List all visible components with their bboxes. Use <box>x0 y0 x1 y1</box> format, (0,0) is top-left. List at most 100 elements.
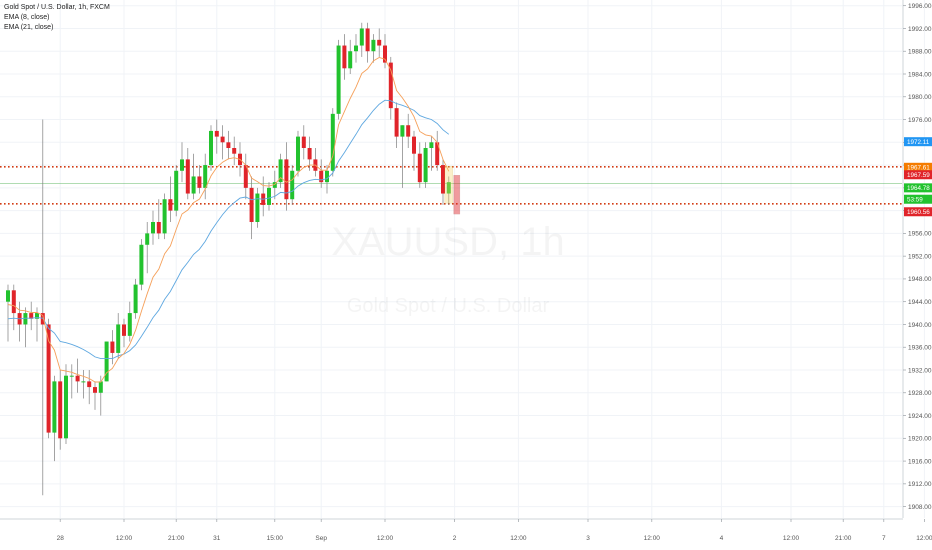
candle <box>191 153 196 200</box>
candle-body <box>220 136 225 143</box>
candle-body <box>446 182 451 194</box>
candle <box>11 284 16 331</box>
candle-body <box>6 290 10 302</box>
last-bar-highlight <box>444 165 454 204</box>
price-tag-label: 1972.11 <box>907 139 930 146</box>
x-tick-label: 12:00 <box>916 535 932 542</box>
candle <box>226 130 231 160</box>
y-tick-label: 1952.00 <box>908 253 932 260</box>
candle <box>93 381 97 410</box>
candle-body <box>301 136 306 148</box>
price-tag-box <box>904 207 932 217</box>
price-tag-box <box>904 170 932 180</box>
candle <box>272 170 277 200</box>
candle-body <box>371 39 376 52</box>
candle <box>145 222 150 274</box>
candle-body <box>441 165 445 194</box>
horizontal-levels[interactable] <box>0 165 902 205</box>
candle-body <box>232 148 237 154</box>
candle-body <box>296 136 300 171</box>
candle-body <box>29 313 34 319</box>
chart-legend: Gold Spot / U.S. Dollar, 1h, FXCM EMA (8… <box>4 3 110 33</box>
candle <box>162 193 167 240</box>
x-tick-label: 28 <box>57 535 65 542</box>
candle-body <box>365 28 370 52</box>
candle <box>342 34 347 80</box>
candle-body <box>116 324 121 353</box>
candle <box>180 142 184 183</box>
candle-body <box>203 165 208 188</box>
candle-body <box>191 176 196 194</box>
candle-body <box>180 159 184 171</box>
y-tick-label: 1984.00 <box>908 71 932 78</box>
legend-symbol[interactable]: Gold Spot / U.S. Dollar, 1h, FXCM <box>4 4 110 11</box>
legend-ema-slow[interactable]: EMA (21, close) <box>4 24 54 31</box>
price-tag-label: 1967.59 <box>907 172 930 179</box>
candle <box>255 187 260 228</box>
candle-body <box>267 187 271 205</box>
candle-body <box>151 222 155 234</box>
y-tick-label: 1928.00 <box>908 390 932 397</box>
candle <box>139 239 144 291</box>
candle-body <box>52 381 57 433</box>
price-tag-box <box>904 137 932 147</box>
x-tick-label: 12:00 <box>116 535 133 542</box>
candle-body <box>400 125 405 137</box>
candle <box>127 301 132 342</box>
price-tag-box <box>904 162 932 172</box>
candle <box>296 130 300 177</box>
candle <box>243 153 248 200</box>
x-tick-label: 2 <box>453 535 457 542</box>
x-tick-label: 12:00 <box>377 535 394 542</box>
candle-body <box>354 45 358 52</box>
candle-body <box>139 244 144 285</box>
candle <box>435 130 440 171</box>
candle-body <box>185 159 190 194</box>
candle <box>116 313 121 359</box>
candle-body <box>412 136 416 154</box>
legend-ema-fast[interactable]: EMA (8, close) <box>4 14 50 21</box>
candle <box>87 370 92 405</box>
candle-body <box>330 113 335 171</box>
y-tick-label: 1924.00 <box>908 413 932 420</box>
candle-body <box>377 39 382 46</box>
grid <box>0 0 925 518</box>
candle <box>249 176 254 240</box>
candle-body <box>98 381 103 393</box>
ema-slow-line <box>7 99 450 360</box>
candle-body <box>46 324 51 433</box>
candle-body <box>406 125 411 137</box>
y-tick-label: 1996.00 <box>908 3 932 10</box>
candle-body <box>243 165 248 188</box>
candle <box>133 278 138 319</box>
candle-body <box>423 148 428 183</box>
candle-body <box>342 45 347 69</box>
candle <box>209 125 213 171</box>
candle <box>122 318 126 348</box>
candle-body <box>417 153 422 183</box>
y-tick-label: 1940.00 <box>908 322 932 329</box>
pending-bar <box>453 175 461 215</box>
y-tick-label: 1916.00 <box>908 458 932 465</box>
candle <box>423 142 428 188</box>
candle-body <box>69 375 74 377</box>
watermark: XAUUSD, 1h Gold Spot / U.S. Dollar <box>331 220 564 317</box>
candle-body <box>35 313 39 319</box>
last-bar-overlay <box>444 165 461 215</box>
candle <box>214 119 219 154</box>
candle-body <box>307 148 312 160</box>
candle <box>104 341 109 382</box>
candle-body <box>435 142 440 166</box>
y-tick-label: 1980.00 <box>908 94 932 101</box>
price-tag: 1967.61 <box>904 162 932 172</box>
ema-fast-line <box>7 57 450 383</box>
candle-body <box>383 45 387 63</box>
price-tag-box <box>904 183 932 193</box>
candle-body <box>290 170 295 200</box>
candle <box>29 301 34 331</box>
candle-body <box>359 28 364 46</box>
candle-body <box>104 341 109 382</box>
candle <box>406 113 411 148</box>
